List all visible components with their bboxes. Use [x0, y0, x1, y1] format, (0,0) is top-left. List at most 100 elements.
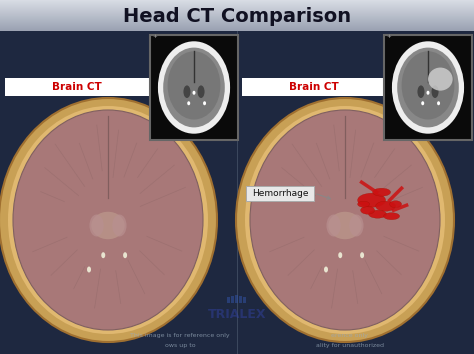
Ellipse shape: [324, 267, 328, 273]
Bar: [0, 10, 474, 11]
Bar: [0, 21, 474, 23]
Bar: [0, 6, 474, 7]
Ellipse shape: [357, 193, 386, 207]
Ellipse shape: [427, 91, 429, 95]
Bar: [0, 22, 474, 23]
Ellipse shape: [123, 252, 127, 258]
Bar: [150, 35, 238, 140]
Text: Hemorrhage: Hemorrhage: [252, 189, 308, 198]
Bar: [0, 16, 474, 17]
Text: ality for unauthorized: ality for unauthorized: [316, 343, 384, 348]
Ellipse shape: [90, 215, 104, 236]
Text: ows up to: ows up to: [164, 343, 195, 348]
Text: ht. TrialEx Copyright. TrialEx Copyright. TrialEx Copyright. TrialEx Copyright.: ht. TrialEx Copyright. TrialEx Copyright…: [0, 143, 291, 152]
Ellipse shape: [101, 252, 105, 258]
Text: Brain CT: Brain CT: [52, 82, 102, 92]
Ellipse shape: [390, 201, 401, 208]
Ellipse shape: [428, 68, 453, 91]
Ellipse shape: [203, 101, 206, 105]
Text: TRIALEX: TRIALEX: [208, 308, 266, 321]
Ellipse shape: [87, 267, 91, 273]
Bar: [0, 27, 474, 29]
Ellipse shape: [245, 106, 445, 334]
Text: TrialEx Copyright. TrialEx Copyright. TrialEx Copyright. TrialEx Copyright.: TrialEx Copyright. TrialEx Copyright. Tr…: [0, 224, 278, 233]
Bar: [0, 29, 474, 30]
Bar: [0, 26, 474, 28]
Text: Head CT Comparison: Head CT Comparison: [123, 7, 351, 27]
Ellipse shape: [250, 110, 440, 330]
Bar: [0, 15, 474, 17]
Bar: [0, 3, 474, 5]
Text: Copyright. TrialEx Copyright. TrialEx Copyright. TrialEx Copyright.: Copyright. TrialEx Copyright. TrialEx Co…: [0, 197, 250, 206]
Bar: [0, 28, 474, 29]
Text: ht. TrialEx Copyright. TrialEx Copyright. TrialEx Copyright. TrialEx Copyright.: ht. TrialEx Copyright. TrialEx Copyright…: [0, 35, 291, 44]
Bar: [384, 35, 472, 140]
Bar: [0, 13, 474, 15]
Ellipse shape: [383, 213, 400, 220]
Ellipse shape: [357, 201, 370, 207]
Text: TrialEx Copyright. TrialEx Copyright. TrialEx Copyright. TrialEx Copyright.: TrialEx Copyright. TrialEx Copyright. Tr…: [0, 116, 278, 125]
Text: ight. TrialEx Copyright. TrialEx Copyright. TrialEx Copyright. TrialEx Co: ight. TrialEx Copyright. TrialEx Copyrig…: [0, 170, 267, 179]
Bar: [0, 2, 474, 4]
Text: Copyright. TrialEx Copyright. TrialEx Copyright. TrialEx Copyright.: Copyright. TrialEx Copyright. TrialEx Co…: [0, 89, 250, 98]
Bar: [0, 12, 474, 13]
Ellipse shape: [112, 215, 127, 236]
Ellipse shape: [198, 85, 205, 98]
Text: TrialEx Copyright. TrialEx Copyright. TrialEx Copyright. TrialEx Copyright.: TrialEx Copyright. TrialEx Copyright. Tr…: [0, 8, 278, 17]
Bar: [0, 18, 474, 19]
Bar: [0, 7, 474, 8]
Text: This image is for reference only: This image is for reference only: [130, 332, 230, 337]
Bar: [0, 25, 474, 27]
Text: ight. TrialEx Copyright. TrialEx Copyright. TrialEx Copyright. TrialEx Co: ight. TrialEx Copyright. TrialEx Copyrig…: [0, 62, 267, 71]
Bar: [0, 11, 474, 12]
Bar: [0, 20, 474, 22]
Text: erence only: erence only: [331, 332, 368, 337]
Bar: [0, 14, 474, 16]
Ellipse shape: [397, 47, 459, 127]
Bar: [0, 5, 474, 6]
Ellipse shape: [163, 47, 225, 127]
Bar: [237, 30, 474, 354]
Ellipse shape: [369, 210, 387, 218]
Bar: [0, 23, 474, 24]
Text: +: +: [152, 34, 157, 39]
Ellipse shape: [373, 188, 391, 196]
Bar: [0, 0, 474, 1]
Ellipse shape: [431, 85, 438, 98]
Ellipse shape: [418, 85, 425, 98]
Bar: [5, 78, 150, 96]
Bar: [242, 78, 387, 96]
Text: Copyright. TrialEx Copyright. TrialEx Copyright. TrialEx Copyright.: Copyright. TrialEx Copyright. TrialEx Co…: [0, 305, 250, 314]
Bar: [244, 297, 246, 303]
Ellipse shape: [349, 215, 364, 236]
Bar: [0, 30, 237, 354]
Bar: [0, 19, 474, 21]
Text: ight. TrialEx Copyright. TrialEx Copyright. TrialEx Copyright. TrialEx Co: ight. TrialEx Copyright. TrialEx Copyrig…: [0, 278, 267, 287]
Ellipse shape: [187, 101, 190, 105]
Ellipse shape: [158, 41, 230, 134]
Ellipse shape: [437, 101, 440, 105]
Bar: [0, 4, 474, 6]
Bar: [246, 186, 314, 201]
Text: ht. TrialEx Copyright. TrialEx Copyright. TrialEx Copyright. TrialEx Copyright.: ht. TrialEx Copyright. TrialEx Copyright…: [0, 251, 291, 260]
Ellipse shape: [361, 206, 374, 214]
Ellipse shape: [421, 101, 424, 105]
Ellipse shape: [338, 252, 342, 258]
Ellipse shape: [192, 91, 195, 95]
Bar: [236, 295, 238, 303]
Ellipse shape: [8, 106, 208, 334]
Ellipse shape: [392, 41, 464, 134]
Ellipse shape: [168, 51, 220, 120]
Text: Brain CT: Brain CT: [289, 82, 339, 92]
Bar: [0, 1, 474, 2]
Ellipse shape: [91, 212, 125, 239]
Ellipse shape: [236, 98, 454, 342]
Bar: [228, 297, 230, 303]
Ellipse shape: [13, 110, 203, 330]
Bar: [0, 17, 474, 18]
Ellipse shape: [328, 212, 362, 239]
Ellipse shape: [183, 85, 191, 98]
Ellipse shape: [360, 252, 364, 258]
Ellipse shape: [401, 51, 455, 120]
Text: +: +: [386, 34, 391, 39]
